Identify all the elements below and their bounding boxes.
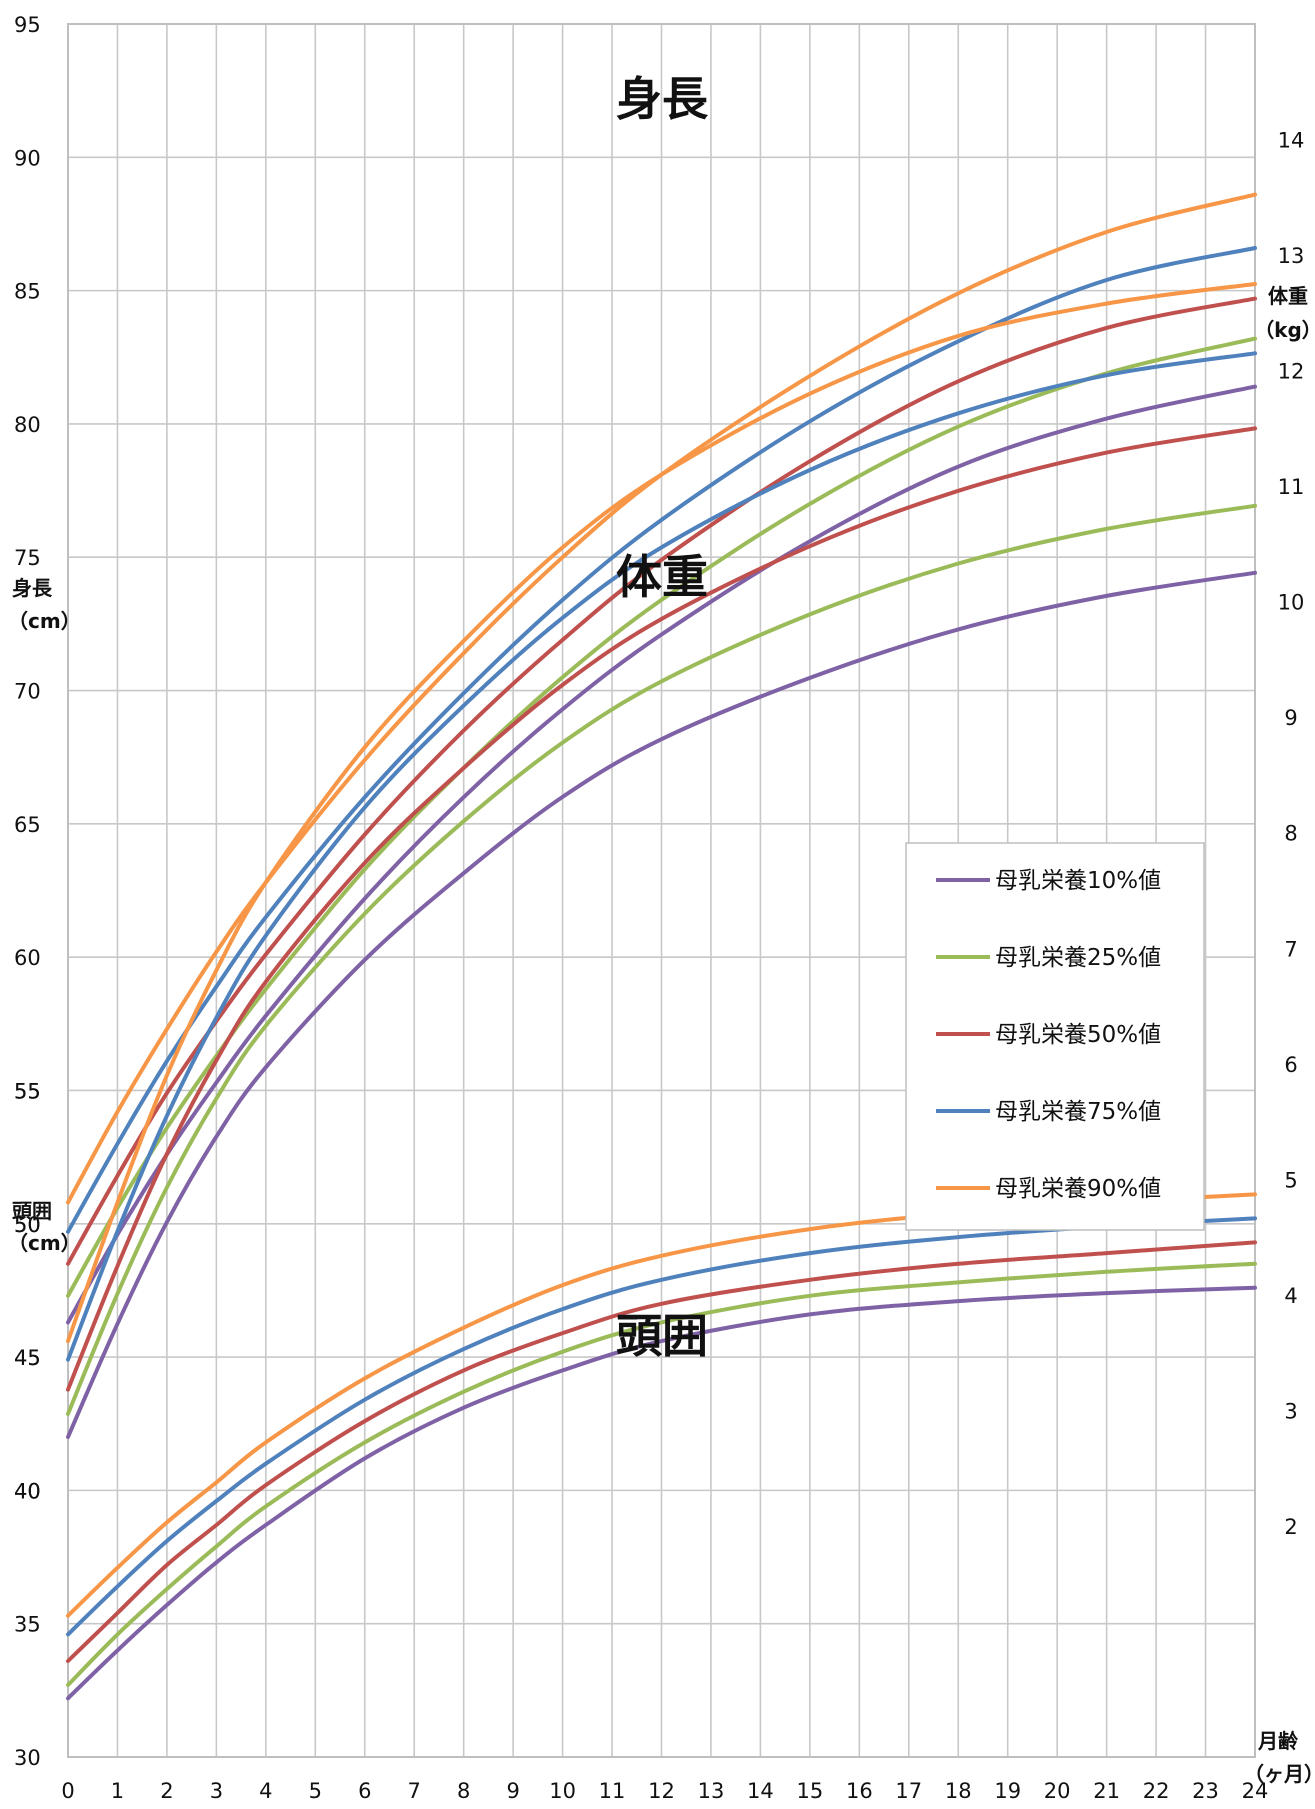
- weight-axis-label: 体重: [1268, 284, 1308, 308]
- height-series-line-4: [66, 246, 1257, 1234]
- weight-series-line-1: [66, 570, 1257, 1439]
- weight-tick-label: 12: [1278, 360, 1305, 384]
- weight-tick-label: 2: [1284, 1515, 1297, 1539]
- weight-tick-label: 3: [1284, 1399, 1297, 1423]
- legend-entry-label: 母乳栄養50%値: [995, 1022, 1161, 1048]
- x-tick-label: 23: [1192, 1779, 1219, 1803]
- head-axis-unit: （cm）: [8, 1231, 81, 1255]
- x-tick-label: 9: [506, 1779, 519, 1803]
- weight-series-line-3: [66, 426, 1257, 1392]
- x-tick-label: 11: [599, 1779, 626, 1803]
- x-tick-label: 3: [210, 1779, 223, 1803]
- head-series-line-2: [66, 1261, 1257, 1687]
- x-tick-label: 19: [994, 1779, 1021, 1803]
- weight-axis-unit: （kg）: [1254, 318, 1315, 342]
- height-tick-label: 50: [14, 1213, 41, 1237]
- height-tick-label: 85: [14, 280, 41, 304]
- weight-tick-label: 11: [1278, 475, 1305, 499]
- head-series-line-4: [66, 1216, 1257, 1637]
- x-axis-label: 月齢: [1257, 1729, 1299, 1753]
- x-tick-label: 13: [698, 1779, 725, 1803]
- legend-entry-label: 母乳栄養75%値: [995, 1099, 1161, 1125]
- weight-tick-label: 6: [1284, 1053, 1297, 1077]
- weight-tick-label: 8: [1284, 822, 1297, 846]
- x-tick-label: 16: [846, 1779, 873, 1803]
- x-tick-label: 0: [61, 1779, 74, 1803]
- x-tick-label: 7: [408, 1779, 421, 1803]
- height-tick-label: 70: [14, 680, 41, 704]
- head-tick-label: 40: [14, 1479, 41, 1503]
- head-series-line-1: [66, 1285, 1257, 1701]
- x-tick-label: 5: [309, 1779, 322, 1803]
- x-tick-label: 10: [549, 1779, 576, 1803]
- height-axis-unit: （cm）: [8, 609, 81, 633]
- height-tick-label: 55: [14, 1079, 41, 1103]
- x-axis-unit: （ヶ月）: [1244, 1762, 1315, 1786]
- x-tick-label: 4: [259, 1779, 272, 1803]
- legend-entry-label: 母乳栄養90%値: [995, 1176, 1161, 1202]
- weight-tick-label: 5: [1284, 1168, 1297, 1192]
- x-tick-label: 2: [160, 1779, 173, 1803]
- legend-entry-label: 母乳栄養25%値: [995, 945, 1161, 971]
- head-tick-label: 45: [14, 1346, 41, 1370]
- x-tick-label: 15: [797, 1779, 824, 1803]
- weight-series-line-2: [66, 503, 1257, 1416]
- weight-tick-label: 4: [1284, 1284, 1297, 1308]
- height-tick-label: 65: [14, 813, 41, 837]
- height-tick-label: 95: [14, 13, 41, 37]
- weight-series-line-5: [66, 282, 1257, 1344]
- weight-tick-label: 7: [1284, 937, 1297, 961]
- height-tick-label: 75: [14, 546, 41, 570]
- weight-tick-label: 13: [1278, 244, 1305, 268]
- weight-tick-label: 10: [1278, 591, 1305, 615]
- height-tick-label: 60: [14, 946, 41, 970]
- series-lines: [66, 192, 1257, 1701]
- head-tick-label: 50: [14, 1213, 41, 1237]
- x-tick-label: 17: [895, 1779, 922, 1803]
- head-axis-label: 頭囲: [12, 1199, 52, 1223]
- x-tick-label: 20: [1044, 1779, 1071, 1803]
- head-tick-label: 30: [14, 1746, 41, 1770]
- height-tick-label: 80: [14, 413, 41, 437]
- x-tick-label: 6: [358, 1779, 371, 1803]
- x-tick-label: 18: [945, 1779, 972, 1803]
- weight-tick-label: 9: [1284, 706, 1297, 730]
- x-tick-label: 24: [1242, 1779, 1269, 1803]
- chart-title-head: 頭囲: [616, 1309, 708, 1363]
- x-tick-label: 1: [111, 1779, 124, 1803]
- x-tick-label: 12: [648, 1779, 675, 1803]
- height-axis-label: 身長: [12, 576, 53, 600]
- height-series-line-3: [66, 296, 1257, 1266]
- chart-title-weight: 体重: [616, 550, 708, 604]
- legend-box: [905, 842, 1205, 1231]
- x-tick-label: 22: [1143, 1779, 1170, 1803]
- axis-labels: 0 1 2 3 4 5 6 7 8 9 10 11 12 13 14 15 16 17 18 19 20 21 22 23 24…: [14, 13, 1304, 1803]
- height-series-line-2: [66, 336, 1257, 1298]
- chart-title-height: 身長: [616, 72, 709, 126]
- weight-tick-label: 14: [1278, 129, 1305, 153]
- head-tick-label: 55: [14, 1079, 41, 1103]
- head-series-line-3: [66, 1240, 1257, 1663]
- height-series-line-5: [66, 192, 1257, 1205]
- plot-frame: [67, 23, 1256, 1758]
- height-tick-label: 40: [14, 1479, 41, 1503]
- x-tick-label: 14: [747, 1779, 774, 1803]
- x-tick-label: 8: [457, 1779, 470, 1803]
- head-tick-label: 35: [14, 1613, 41, 1637]
- weight-series-line-4: [66, 351, 1257, 1362]
- x-tick-label: 21: [1093, 1779, 1120, 1803]
- height-series-line-1: [66, 384, 1257, 1325]
- legend-entry-label: 母乳栄養10%値: [995, 868, 1161, 894]
- grid: [67, 23, 1256, 1758]
- height-tick-label: 90: [14, 146, 41, 170]
- height-tick-label: 45: [14, 1346, 41, 1370]
